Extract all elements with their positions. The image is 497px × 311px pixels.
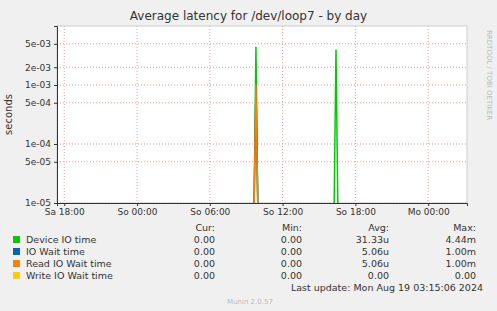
y-axis: 1e-055e-051e-045e-041e-032e-035e-03 <box>25 27 57 209</box>
legend-header: Cur: <box>195 222 215 233</box>
tick: 5e-04 <box>25 98 57 108</box>
tick-mark <box>54 144 57 145</box>
legend-header: Avg: <box>368 222 389 233</box>
tick: So 18:00 <box>336 203 376 217</box>
tick-label: 2e-03 <box>25 63 51 73</box>
tick-label: 1e-03 <box>25 80 51 90</box>
tick: 2e-03 <box>25 63 57 73</box>
legend-stat: 0.00 <box>194 258 215 269</box>
legend-stat: 0.00 <box>281 234 302 245</box>
legend-stat: 5.06u <box>362 258 389 269</box>
legend-label: Write IO Wait time <box>26 270 113 281</box>
legend-header: Min: <box>282 222 302 233</box>
tick-mark <box>210 203 211 206</box>
plot-area <box>57 26 467 203</box>
axis-line <box>54 27 58 204</box>
tick-label: 5e-03 <box>25 39 51 49</box>
tick-label: So 06:00 <box>190 207 230 217</box>
tick: 1e-04 <box>25 139 57 149</box>
legend-stat: 0.00 <box>281 246 302 257</box>
legend-stat: 0.00 <box>455 270 476 281</box>
grid-line-x <box>209 26 210 203</box>
tick-mark <box>428 203 429 206</box>
tick-label: Mo 00:00 <box>408 207 450 217</box>
tick-mark <box>54 44 57 45</box>
legend-label: Read IO Wait time <box>26 258 112 269</box>
tick-mark <box>54 103 57 104</box>
grid-line-x <box>282 26 283 203</box>
tick: 1e-03 <box>25 80 57 90</box>
tick-mark <box>355 203 356 206</box>
credit: Munin 2.0.57 <box>227 298 273 306</box>
series-group <box>254 47 338 203</box>
plot-frame <box>57 26 467 203</box>
legend-stat: 0.00 <box>194 234 215 245</box>
legend-swatch <box>13 248 20 255</box>
legend-stat: 31.33u <box>356 234 389 245</box>
tick-mark <box>54 67 57 68</box>
legend-stat: 0.00 <box>281 270 302 281</box>
tick-label: So 00:00 <box>118 207 158 217</box>
legend-stat: 4.44m <box>446 234 476 245</box>
legend-stat: 0.00 <box>368 270 389 281</box>
grid-line-y <box>57 144 467 145</box>
tick-label: Sa 18:00 <box>45 207 85 217</box>
tick-mark <box>283 203 284 206</box>
legend-header: Max: <box>453 222 476 233</box>
background <box>0 0 497 311</box>
legend-stat: 5.06u <box>362 246 389 257</box>
last-update: Last update: Mon Aug 19 03:15:06 2024 <box>291 282 483 293</box>
tick-mark <box>64 203 65 206</box>
tick: So 00:00 <box>118 203 158 217</box>
legend-swatch <box>13 236 20 243</box>
tick-label: 1e-04 <box>25 139 51 149</box>
legend-stat: 1.00m <box>446 246 476 257</box>
legend-label: IO Wait time <box>26 246 85 257</box>
legend-label: Device IO time <box>26 234 96 245</box>
tick-mark <box>54 203 57 204</box>
title: Average latency for /dev/loop7 - by day <box>130 9 367 23</box>
grid-line-y <box>57 161 467 162</box>
grid <box>57 26 467 203</box>
tick: 5e-03 <box>25 39 57 49</box>
axis-line <box>58 204 468 207</box>
tick: So 06:00 <box>190 203 230 217</box>
x-axis: Sa 18:00 So 00:00 So 06:00 So 12:00 So 18:00… <box>45 203 468 217</box>
tick-label: 5e-04 <box>25 98 51 108</box>
tick: Sa 18:00 <box>45 203 85 217</box>
tick-label: So 12:00 <box>263 207 303 217</box>
grid-line-x <box>428 26 429 203</box>
legend-swatch <box>13 272 20 279</box>
tick-label: So 18:00 <box>336 207 376 217</box>
y-axis-title: seconds <box>3 94 14 135</box>
grid-line-y <box>57 67 467 68</box>
series-line <box>254 47 338 203</box>
legend-stat: 1.00m <box>446 258 476 269</box>
series-line <box>254 85 258 203</box>
tick: Mo 00:00 <box>408 203 450 217</box>
grid-line-x <box>355 26 356 203</box>
legend-stat: 0.00 <box>281 258 302 269</box>
tick: So 12:00 <box>263 203 303 217</box>
series-line <box>254 85 258 203</box>
tick-label: 5e-05 <box>25 157 51 167</box>
grid-line-x <box>64 26 65 203</box>
legend-swatch <box>13 260 20 267</box>
tick-mark <box>54 85 57 86</box>
grid-line-y <box>57 85 467 86</box>
tick-mark <box>54 162 57 163</box>
watermark: RRDTOOL / TOBI OETIKER <box>485 30 493 120</box>
chart: 1e-055e-051e-045e-041e-032e-035e-03Sa 18… <box>0 0 497 311</box>
tick-mark <box>137 203 138 206</box>
legend-stat: 0.00 <box>194 270 215 281</box>
grid-line-y <box>57 102 467 103</box>
tick: 5e-05 <box>25 157 57 167</box>
legend-stat: 0.00 <box>194 246 215 257</box>
legend: Cur:Min:Avg:Max:Device IO time0.000.0031… <box>13 222 476 281</box>
grid-line-x <box>137 26 138 203</box>
grid-line-y <box>57 43 467 44</box>
